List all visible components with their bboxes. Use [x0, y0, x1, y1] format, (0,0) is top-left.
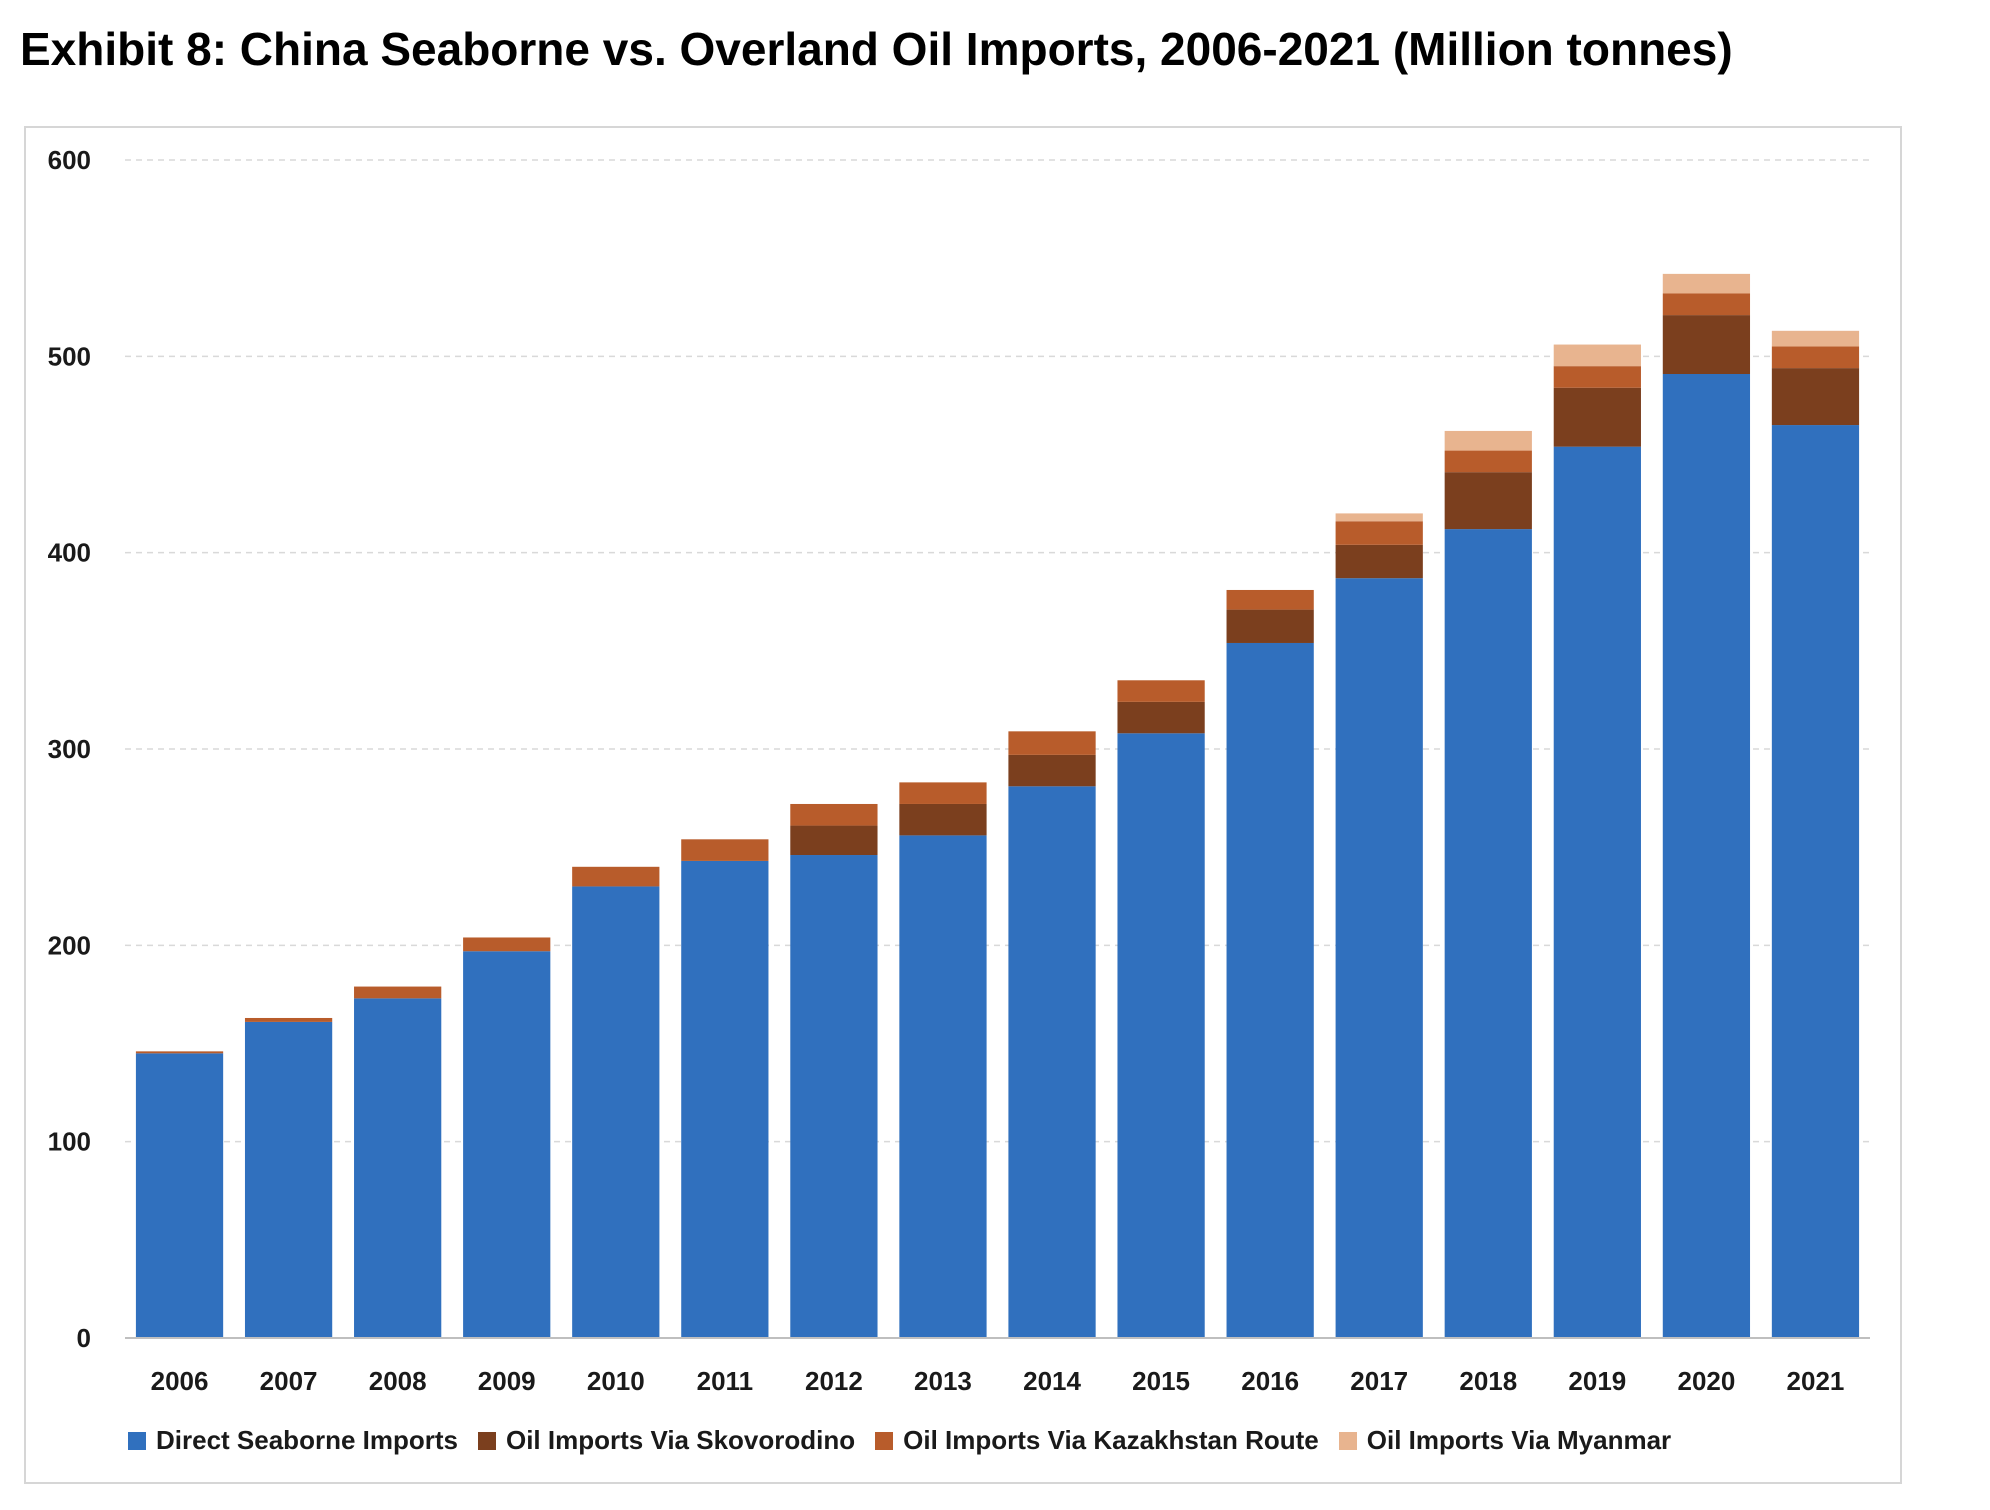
axes: 0 100 200 300 400 500 600 2006 2007 2008 2009 2010 2…	[48, 145, 1870, 1396]
bar-segment	[1771, 368, 1860, 426]
legend: Direct Seaborne Imports Oil Imports Via …	[128, 1425, 1671, 1456]
bar-segment	[790, 855, 878, 1338]
y-tick-label: 500	[48, 341, 91, 371]
bar-segment	[572, 866, 660, 887]
bar-segment	[1335, 544, 1423, 579]
y-tick-label: 200	[48, 930, 91, 960]
x-tick-label: 2013	[914, 1366, 972, 1396]
x-tick-label: 2010	[587, 1366, 645, 1396]
bar-segment	[1008, 786, 1096, 1338]
bar-segment	[1553, 344, 1641, 367]
x-tick-label: 2018	[1459, 1366, 1517, 1396]
bar-segment	[1226, 609, 1314, 643]
bar-segment	[1008, 754, 1096, 787]
x-tick-label: 2011	[697, 1366, 753, 1396]
bar-segment	[1444, 450, 1532, 473]
bar-segment	[1335, 578, 1423, 1338]
y-tick-label: 600	[48, 145, 91, 175]
bar-segment	[1226, 589, 1314, 610]
x-tick-label: 2020	[1677, 1366, 1735, 1396]
bar-segment	[1771, 425, 1860, 1338]
bar-segment	[1008, 731, 1096, 755]
bar-segment	[463, 951, 551, 1338]
x-tick-label: 2021	[1787, 1366, 1845, 1396]
bar-segment	[1771, 330, 1860, 347]
bars	[135, 273, 1860, 1339]
x-tick-label: 2009	[478, 1366, 536, 1396]
bar-segment	[899, 835, 987, 1338]
x-tick-label: 2008	[369, 1366, 427, 1396]
bar-segment	[1553, 446, 1641, 1338]
bar-segment	[790, 803, 878, 826]
y-tick-label: 400	[48, 538, 91, 568]
legend-swatch	[128, 1431, 146, 1450]
y-tick-label: 0	[77, 1323, 91, 1353]
bar-segment	[1117, 680, 1205, 702]
y-tick-label: 100	[48, 1127, 91, 1157]
bar-segment	[354, 986, 442, 999]
bar-segment	[1662, 315, 1751, 375]
x-tick-label: 2007	[260, 1366, 318, 1396]
bar-segment	[1226, 642, 1314, 1338]
x-tick-label: 2014	[1023, 1366, 1081, 1396]
legend-swatch	[875, 1431, 894, 1450]
bar-segment	[681, 839, 769, 861]
bar-segment	[1117, 701, 1205, 734]
legend-item-kazakhstan: Oil Imports Via Kazakhstan Route	[875, 1425, 1319, 1456]
bar-segment	[244, 1017, 333, 1022]
bar-segment	[1117, 733, 1205, 1338]
bar-segment	[572, 886, 660, 1338]
bar-segment	[790, 825, 878, 856]
x-tick-label: 2019	[1568, 1366, 1626, 1396]
bar-segment	[1444, 472, 1532, 530]
legend-label: Direct Seaborne Imports	[156, 1425, 458, 1455]
bar-segment	[1553, 366, 1641, 388]
bar-segment	[1771, 346, 1860, 369]
x-tick-label: 2006	[151, 1366, 209, 1396]
x-tick-label: 2016	[1241, 1366, 1299, 1396]
x-tick-label: 2012	[805, 1366, 863, 1396]
legend-label: Oil Imports Via Skovorodino	[505, 1425, 856, 1455]
bar-segment	[1662, 273, 1751, 294]
x-tick-label: 2017	[1350, 1366, 1408, 1396]
bar-segment	[899, 782, 987, 804]
legend-label: Oil Imports Via Myanmar	[1366, 1425, 1672, 1455]
bar-segment	[1444, 529, 1532, 1338]
bar-segment	[354, 998, 442, 1338]
y-tick-label: 300	[48, 734, 91, 764]
legend-item-seaborne: Direct Seaborne Imports	[128, 1425, 458, 1456]
bar-segment	[681, 860, 769, 1338]
legend-label: Oil Imports Via Kazakhstan Route	[903, 1425, 1319, 1455]
bar-segment	[463, 937, 551, 952]
legend-item-skovorodino: Oil Imports Via Skovorodino	[477, 1425, 856, 1456]
legend-swatch	[477, 1431, 496, 1450]
bar-segment	[135, 1051, 224, 1054]
bar-segment	[1444, 430, 1532, 451]
legend-swatch	[1338, 1431, 1357, 1450]
bar-segment	[1335, 521, 1423, 545]
bar-segment	[244, 1021, 333, 1338]
bar-segment	[1335, 513, 1423, 522]
bar-segment	[899, 803, 987, 836]
bar-segment	[1662, 293, 1751, 316]
legend-item-myanmar: Oil Imports Via Myanmar	[1338, 1425, 1672, 1456]
bar-segment	[1662, 374, 1751, 1339]
x-tick-label: 2015	[1132, 1366, 1190, 1396]
chart-title: Exhibit 8: China Seaborne vs. Overland O…	[20, 23, 1733, 75]
bar-segment	[135, 1053, 224, 1338]
bar-segment	[1553, 387, 1641, 447]
